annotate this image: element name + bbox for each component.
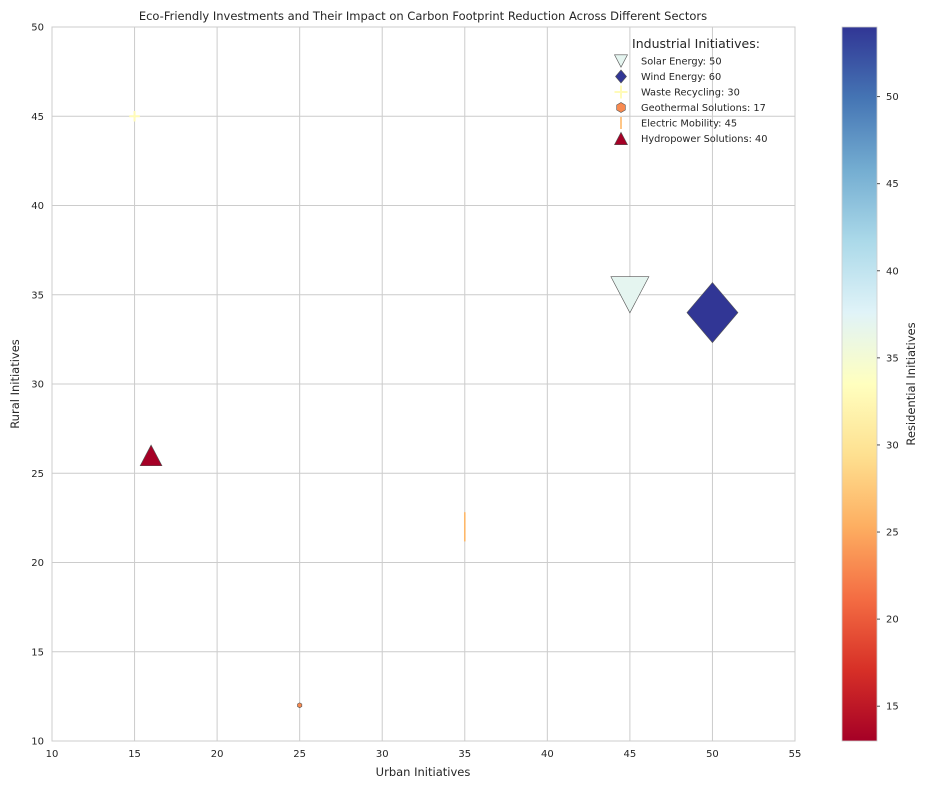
x-tick-labels: 10 15 20 25 30 35 40 45 50 55	[46, 749, 802, 760]
colorbar-tick-label: 30	[886, 440, 899, 451]
data-points	[129, 110, 739, 709]
x-tick-label: 20	[211, 749, 224, 760]
x-tick-label: 40	[541, 749, 554, 760]
legend-entry-label: Electric Mobility: 45	[641, 119, 737, 130]
y-tick-label: 35	[31, 290, 44, 301]
y-tick-label: 10	[31, 737, 44, 748]
point-geothermal-solutions	[297, 702, 303, 709]
colorbar-tick-label: 25	[886, 528, 899, 539]
y-tick-label: 50	[31, 23, 44, 34]
y-tick-label: 40	[31, 201, 44, 212]
y-tick-label: 30	[31, 380, 44, 391]
x-tick-label: 10	[46, 749, 59, 760]
legend-marker	[615, 69, 627, 84]
colorbar-tick-label: 45	[886, 179, 899, 190]
chart-title: Eco-Friendly Investments and Their Impac…	[139, 9, 707, 23]
x-tick-label: 55	[789, 749, 802, 760]
legend-entry-label: Geothermal Solutions: 17	[641, 103, 766, 114]
colorbar-tick-label: 15	[886, 702, 899, 713]
x-axis-label: Urban Initiatives	[376, 765, 471, 779]
point-hydropower-solutions	[139, 444, 163, 467]
x-tick-label: 45	[624, 749, 637, 760]
legend-marker	[614, 54, 628, 68]
legend-title: Industrial Initiatives:	[632, 36, 760, 51]
legend-marker	[614, 131, 628, 145]
colorbar-label: Residential Initiatives	[904, 322, 918, 445]
legend-entry-label: Wind Energy: 60	[641, 72, 721, 83]
point-waste-recycling	[129, 110, 140, 122]
grid-lines	[51, 26, 796, 742]
legend-entry-label: Hydropower Solutions: 40	[641, 134, 767, 145]
colorbar-tick-labels: 15 20 25 30 35 40 45 50	[877, 92, 899, 713]
y-tick-label: 20	[31, 558, 44, 569]
point-wind-energy	[686, 282, 739, 344]
colorbar-tick-label: 20	[886, 615, 899, 626]
colorbar-tick-label: 50	[886, 92, 899, 103]
x-tick-label: 35	[458, 749, 471, 760]
x-tick-label: 25	[293, 749, 306, 760]
legend: Industrial Initiatives: Solar Energy: 50…	[614, 36, 767, 145]
y-tick-labels: 10 15 20 25 30 35 40 45 50	[31, 23, 44, 748]
x-tick-label: 30	[376, 749, 389, 760]
y-axis-label: Rural Initiatives	[8, 339, 22, 429]
legend-marker	[616, 102, 626, 113]
legend-entry-label: Solar Energy: 50	[641, 57, 722, 68]
legend-entry-label: Waste Recycling: 30	[641, 88, 740, 99]
point-solar-energy	[610, 276, 650, 314]
colorbar-tick-label: 35	[886, 353, 899, 364]
x-tick-label: 15	[128, 749, 141, 760]
legend-marker	[614, 85, 628, 99]
y-tick-label: 25	[31, 469, 44, 480]
y-tick-label: 15	[31, 647, 44, 658]
colorbar	[841, 26, 878, 742]
colorbar-tick-label: 40	[886, 266, 899, 277]
x-tick-label: 50	[706, 749, 719, 760]
y-tick-label: 45	[31, 112, 44, 123]
